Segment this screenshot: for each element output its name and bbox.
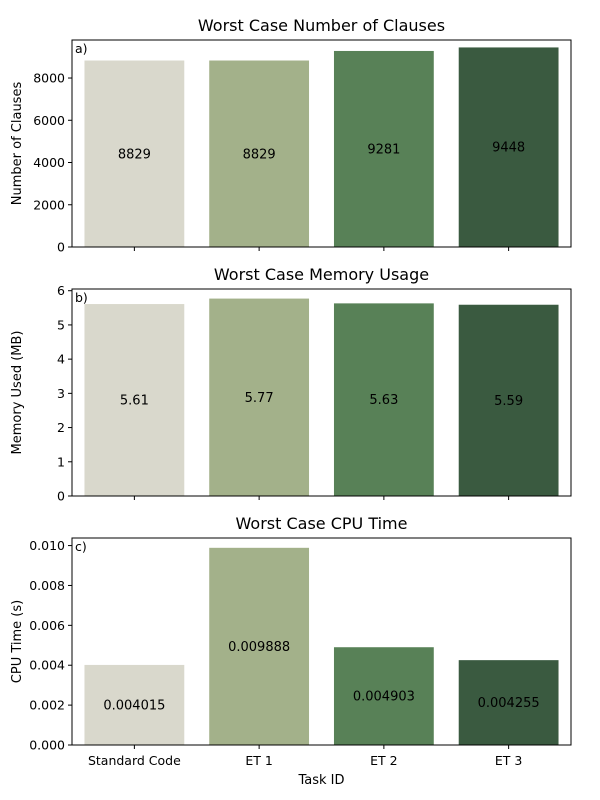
- bar-et-2: [333, 50, 434, 247]
- x-tick-label: ET 3: [495, 753, 522, 768]
- chart-panel-2: Worst Case Memory Usage 5.61 5.77 5.63 5.59 0…: [10, 265, 572, 504]
- bar-et-3: [458, 304, 559, 496]
- bar-standard-code: [84, 60, 185, 247]
- y-tick-label: 0.004: [29, 658, 65, 673]
- y-tick-label: 0: [57, 240, 65, 255]
- x-tick-label: ET 2: [370, 753, 397, 768]
- y-tick-label: 0.000: [29, 738, 65, 753]
- bar-value-label: 5.59: [494, 394, 523, 409]
- y-tick-label: 1: [57, 454, 65, 469]
- y-axis-label: Memory Used (MB): [10, 331, 25, 455]
- y-tick-label: 2000: [33, 197, 65, 212]
- bar-value-label: 9448: [492, 141, 525, 156]
- bar-value-label: 0.004015: [103, 698, 165, 713]
- y-tick-label: 6000: [33, 113, 65, 128]
- bar-value-label: 9281: [367, 142, 400, 157]
- bar-standard-code: [84, 664, 185, 745]
- panel-title: Worst Case Number of Clauses: [198, 16, 445, 35]
- panel-letter: c): [75, 539, 87, 554]
- bar-value-label: 8829: [118, 147, 151, 162]
- panel-title: Worst Case Memory Usage: [214, 265, 429, 284]
- y-axis-label: Number of Clauses: [10, 82, 25, 206]
- panel-title: Worst Case CPU Time: [236, 514, 408, 533]
- panel-letter: b): [75, 290, 88, 305]
- bar-value-label: 5.77: [245, 391, 274, 406]
- y-tick-label: 8000: [33, 71, 65, 86]
- bar-et-3: [458, 47, 559, 247]
- bar-value-label: 0.004255: [478, 696, 540, 711]
- bar-value-label: 5.63: [369, 393, 398, 408]
- bar-standard-code: [84, 304, 185, 496]
- bar-et-2: [333, 303, 434, 496]
- y-tick-label: 0.010: [29, 538, 65, 553]
- y-tick-label: 0.002: [29, 698, 65, 713]
- plot-frame: [71, 288, 572, 497]
- y-tick-label: 4000: [33, 155, 65, 170]
- bar-et-1: [209, 60, 310, 247]
- bar-et-3: [458, 660, 559, 745]
- bar-value-label: 8829: [243, 147, 276, 162]
- panel-letter: a): [75, 41, 88, 56]
- y-tick-label: 3: [57, 386, 65, 401]
- bar-et-1: [209, 298, 310, 496]
- x-tick-label: ET 1: [245, 753, 272, 768]
- y-tick-label: 4: [57, 352, 65, 367]
- plot-frame: [71, 39, 572, 248]
- bar-et-2: [333, 647, 434, 745]
- bar-et-1: [209, 547, 310, 745]
- bar-value-label: 0.009888: [228, 640, 290, 655]
- bar-value-label: 0.004903: [353, 690, 415, 705]
- y-tick-label: 0.008: [29, 578, 65, 593]
- plot-frame: [71, 537, 572, 746]
- chart-panel-1: Worst Case Number of Clauses 8829 8829 9281…: [10, 16, 572, 255]
- x-tick-label: Standard Code: [88, 753, 181, 768]
- y-tick-label: 6: [57, 283, 65, 298]
- y-tick-label: 0: [57, 489, 65, 504]
- chart-panel-3: Worst Case CPU Time 0.004015 0.009888 0.004…: [10, 514, 572, 788]
- y-axis-label: CPU Time (s): [10, 600, 25, 683]
- y-tick-label: 5: [57, 317, 65, 332]
- x-axis-label: Task ID: [297, 773, 344, 788]
- y-tick-label: 0.006: [29, 618, 65, 633]
- bar-value-label: 5.61: [120, 394, 149, 409]
- y-tick-label: 2: [57, 420, 65, 435]
